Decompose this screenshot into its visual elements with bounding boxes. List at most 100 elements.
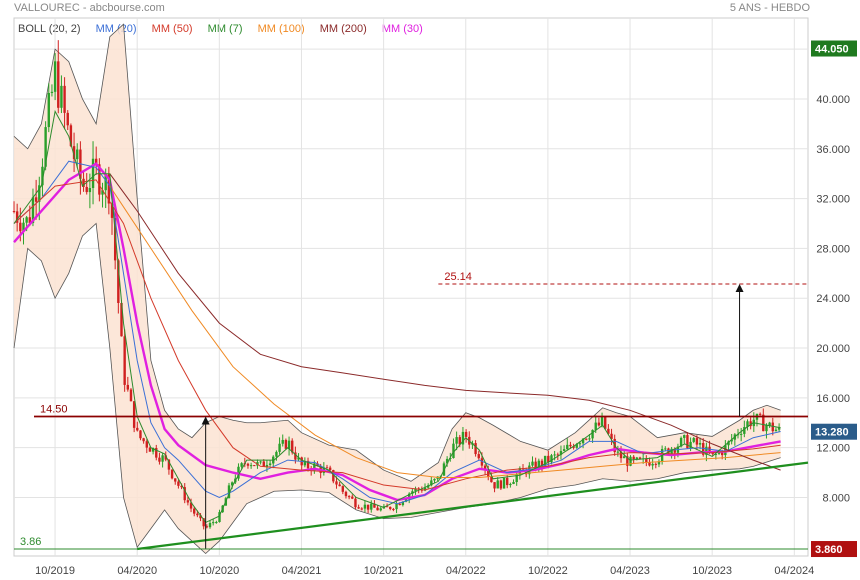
candle-body [638, 457, 642, 459]
candle-body [354, 498, 357, 508]
legend-boll: BOLL (20, 2) [18, 23, 81, 35]
candle-body [720, 451, 724, 456]
candle-body [373, 503, 376, 508]
candle-body [559, 450, 563, 455]
candle-body [218, 512, 221, 523]
y-tick-label: 28.000 [816, 243, 850, 255]
candle-body [123, 336, 126, 385]
candle-body [139, 430, 142, 439]
candle-body [15, 211, 19, 223]
candle-body [502, 477, 506, 489]
candle-body [151, 448, 155, 452]
chart-title: VALLOUREC - abcbourse.com [14, 2, 165, 14]
candle-body [635, 457, 639, 460]
candle-body [591, 429, 594, 439]
candle-body [578, 443, 582, 445]
y-tick-label: 12.000 [816, 443, 850, 455]
candle-body [281, 439, 284, 444]
candle-body [291, 440, 294, 453]
candle-body [199, 515, 202, 519]
candle-body [332, 470, 335, 482]
candle-body [445, 458, 449, 464]
candle-body [626, 456, 629, 466]
candle-body [328, 467, 332, 471]
candle-body [142, 438, 145, 442]
candle-body [230, 482, 234, 486]
candle-body [506, 477, 509, 486]
candle-body [657, 461, 661, 465]
candle-body [28, 217, 32, 223]
y-tick-label: 36.000 [816, 144, 850, 156]
candle-body [616, 451, 620, 453]
price-badge [811, 423, 857, 440]
candle-body [654, 463, 658, 465]
candle-body [385, 506, 389, 508]
candle-body [487, 469, 490, 477]
candle-body [746, 421, 749, 427]
candle-body [44, 127, 47, 167]
level-label-3.86: 3.86 [20, 536, 41, 548]
series-mm-20- [13, 160, 781, 505]
candle-body [34, 197, 38, 202]
candle-body [174, 478, 177, 482]
candle-body [53, 61, 57, 92]
candle-body [132, 401, 136, 428]
candle-body [588, 438, 591, 440]
candle-body [167, 459, 171, 470]
candle-body [749, 421, 752, 427]
candle-body [306, 460, 310, 469]
candle-body [363, 504, 367, 509]
candle-body [607, 428, 610, 434]
candle-body [553, 454, 556, 456]
candle-body [708, 446, 711, 453]
candle-body [186, 500, 190, 503]
candle-body [117, 260, 120, 303]
candle-body [259, 461, 262, 463]
candle-body [284, 439, 288, 449]
indicator-legend: BOLL (20, 2) MM (20) MM (50) MM (7) MM (… [18, 23, 435, 35]
candle-body [240, 463, 243, 467]
candle-body [395, 503, 398, 510]
candle-body [695, 438, 699, 445]
candle-body [619, 451, 623, 459]
candle-body [686, 435, 689, 449]
candle-body [88, 187, 92, 193]
candle-body [547, 455, 550, 463]
candle-body [389, 506, 392, 509]
candle-body [265, 464, 269, 467]
candle-body [215, 522, 218, 524]
target-arrow-head [735, 284, 744, 293]
candle-body [227, 485, 231, 499]
candle-body [31, 197, 35, 223]
candle-body [575, 444, 578, 448]
candle-body [711, 452, 714, 455]
candle-body [161, 455, 164, 462]
candle-body [25, 217, 28, 223]
legend-mm50: MM (50) [151, 23, 193, 35]
candle-body [278, 443, 281, 452]
series-mm-50- [13, 179, 781, 491]
x-tick-label: 04/2022 [446, 565, 486, 577]
candle-body [155, 448, 158, 458]
candle-body [275, 451, 278, 457]
candle-body [253, 465, 256, 467]
x-tick-label: 10/2019 [35, 565, 75, 577]
candle-body [66, 112, 69, 126]
candle-body [727, 441, 730, 446]
candle-body [98, 164, 101, 195]
candle-body [366, 504, 370, 510]
candle-body [610, 433, 613, 439]
candle-body [12, 211, 16, 213]
candle-body [19, 222, 22, 232]
candle-body [110, 203, 114, 218]
candle-body [120, 302, 123, 337]
candle-body [771, 422, 774, 432]
candle-body [136, 427, 139, 431]
candle-body [430, 480, 433, 486]
candle-body [95, 158, 98, 165]
candle-body [730, 439, 733, 442]
candle-body [129, 389, 133, 402]
candle-body [211, 522, 215, 524]
period-label: 5 ANS - HEBDO [729, 2, 810, 14]
candle-body [294, 452, 297, 460]
